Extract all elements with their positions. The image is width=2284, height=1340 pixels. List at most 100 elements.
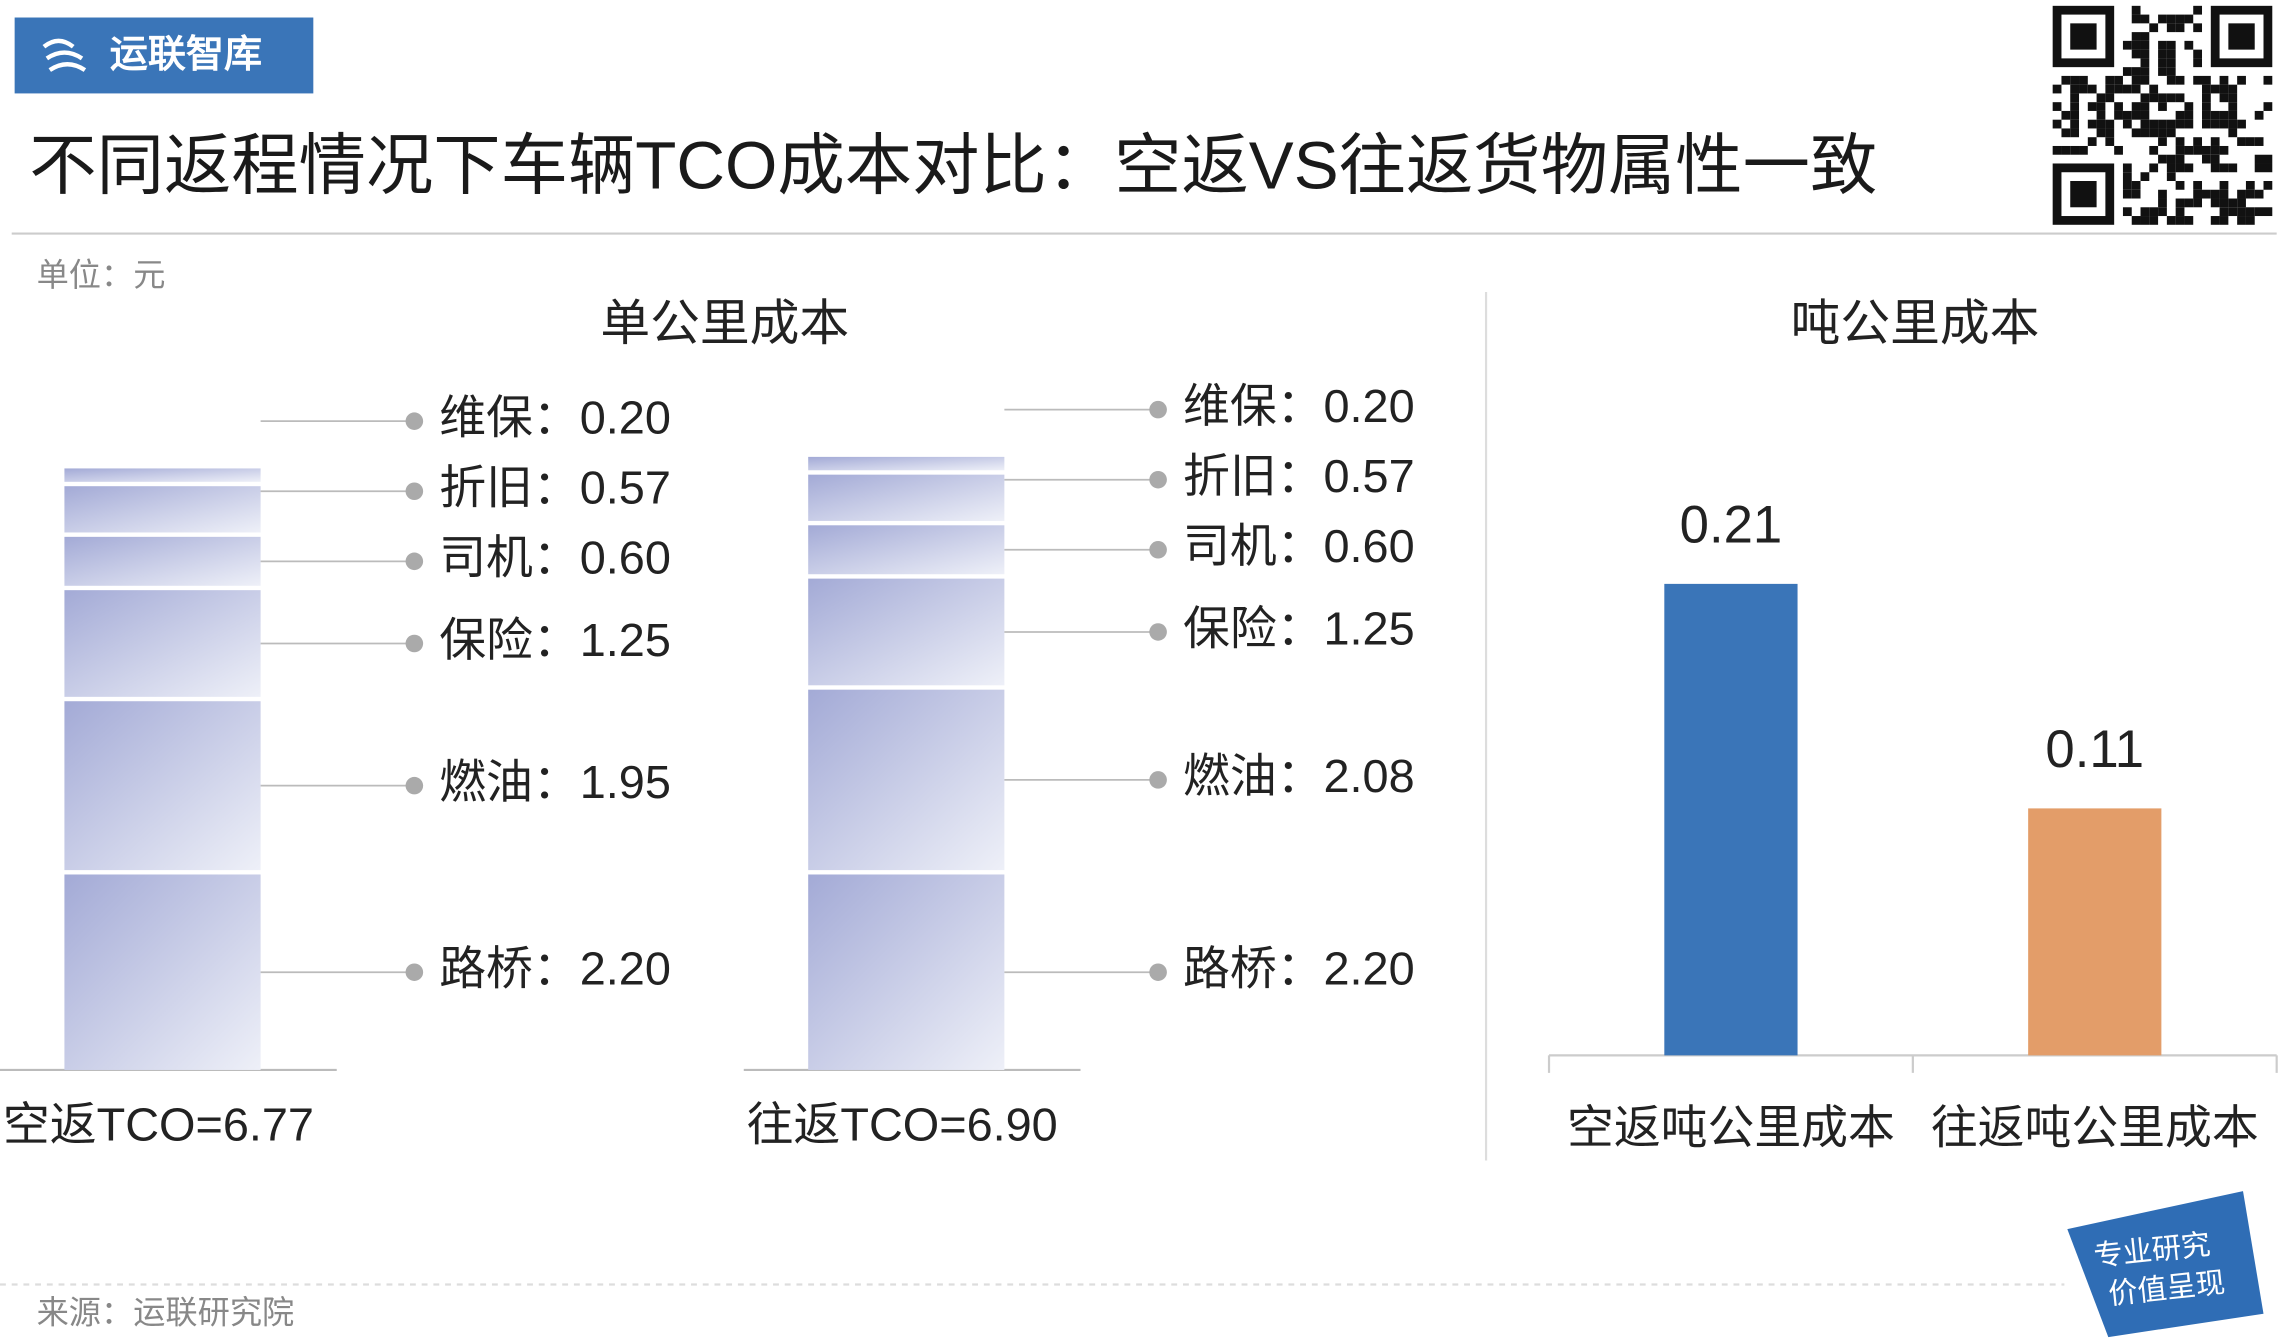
- qr-module: [2254, 154, 2264, 164]
- qr-code: [2052, 5, 2273, 225]
- qr-module: [2131, 67, 2141, 76]
- qr-module: [2140, 32, 2150, 41]
- qr-module: [2228, 93, 2238, 103]
- unit-label: 单位：元: [37, 257, 166, 293]
- qr-module: [2166, 119, 2176, 129]
- qr-module: [2202, 145, 2211, 155]
- qr-module: [2210, 198, 2220, 208]
- qr-module: [2193, 49, 2203, 59]
- qr-module: [2254, 110, 2264, 120]
- qr-module: [2158, 128, 2167, 138]
- qr-module: [2140, 207, 2150, 217]
- bar-segment: [808, 874, 1005, 1070]
- qr-module: [2061, 75, 2071, 85]
- qr-module: [2237, 198, 2246, 208]
- qr-module: [2219, 216, 2229, 225]
- qr-module: [2184, 216, 2194, 225]
- qr-module: [2105, 84, 2115, 94]
- qr-module: [2166, 40, 2176, 50]
- qr-module: [2237, 216, 2246, 225]
- qr-module: [2210, 145, 2220, 155]
- qr-module: [2175, 154, 2185, 164]
- qr-module: [2202, 154, 2211, 164]
- qr-module: [2175, 75, 2185, 85]
- qr-module: [2166, 58, 2176, 68]
- qr-module: [2140, 58, 2150, 68]
- leader-dot: [405, 482, 424, 501]
- chart-title: 吨公里成本: [1791, 295, 2040, 351]
- qr-module: [2202, 102, 2211, 111]
- qr-module: [2219, 198, 2229, 208]
- qr-module: [2219, 110, 2229, 120]
- qr-module: [2070, 102, 2080, 111]
- qr-module: [2149, 216, 2159, 225]
- qr-module: [2228, 128, 2238, 138]
- qr-module: [2175, 145, 2185, 155]
- qr-module: [2202, 84, 2211, 94]
- qr-module: [2228, 207, 2238, 217]
- qr-module: [2263, 102, 2273, 111]
- qr-module: [2202, 119, 2211, 129]
- qr-module: [2184, 102, 2194, 111]
- qr-module: [2237, 207, 2246, 217]
- qr-module: [2114, 75, 2123, 85]
- qr-module: [2087, 137, 2097, 146]
- qr-module: [2219, 181, 2229, 190]
- qr-module: [2245, 181, 2255, 190]
- qr-module: [2166, 216, 2176, 225]
- bar-segment: [64, 701, 261, 871]
- qr-module: [2166, 23, 2176, 33]
- qr-module: [2184, 119, 2194, 129]
- qr-module: [2131, 49, 2141, 59]
- qr-module: [2175, 93, 2185, 103]
- logo-box: [14, 17, 314, 94]
- qr-module: [2219, 119, 2229, 129]
- qr-module: [2184, 145, 2194, 155]
- qr-finder: [2070, 23, 2097, 50]
- qr-module: [2052, 119, 2062, 129]
- qr-module: [2131, 181, 2141, 190]
- qr-module: [2254, 137, 2264, 146]
- qr-module: [2237, 119, 2246, 129]
- qr-module: [2131, 5, 2141, 15]
- qr-module: [2184, 198, 2194, 208]
- qr-module: [2140, 49, 2150, 59]
- qr-module: [2140, 67, 2150, 76]
- qr-module: [2131, 216, 2141, 225]
- qr-module: [2105, 75, 2115, 85]
- qr-module: [2245, 137, 2255, 146]
- qr-module: [2070, 75, 2080, 85]
- qr-finder: [2070, 181, 2097, 208]
- qr-module: [2061, 145, 2071, 155]
- qr-module: [2114, 145, 2123, 155]
- qr-module: [2175, 216, 2185, 225]
- qr-module: [2184, 14, 2194, 24]
- qr-module: [2061, 128, 2071, 138]
- value-label: 维保：0.20: [1183, 380, 1415, 432]
- qr-module: [2263, 75, 2273, 85]
- qr-module: [2166, 75, 2176, 85]
- qr-module: [2131, 128, 2141, 138]
- qr-module: [2193, 137, 2203, 146]
- logo-icon: [42, 38, 87, 72]
- qr-module: [2140, 110, 2150, 120]
- qr-module: [2193, 5, 2203, 15]
- bar-segment: [64, 486, 261, 533]
- qr-module: [2175, 163, 2185, 173]
- qr-module: [2219, 84, 2229, 94]
- qr-module: [2070, 119, 2080, 129]
- qr-module: [2158, 49, 2167, 59]
- qr-module: [2219, 189, 2229, 199]
- qr-module: [2166, 163, 2176, 173]
- value-label: 维保：0.20: [439, 392, 671, 444]
- qr-module: [2122, 84, 2132, 94]
- qr-module: [2114, 110, 2123, 120]
- qr-module: [2070, 93, 2080, 103]
- qr-module: [2140, 128, 2150, 138]
- bar-segment: [64, 590, 261, 697]
- qr-module: [2105, 93, 2115, 103]
- qr-module: [2131, 75, 2141, 85]
- value-label: 路桥：2.20: [1183, 943, 1415, 995]
- qr-module: [2254, 207, 2264, 217]
